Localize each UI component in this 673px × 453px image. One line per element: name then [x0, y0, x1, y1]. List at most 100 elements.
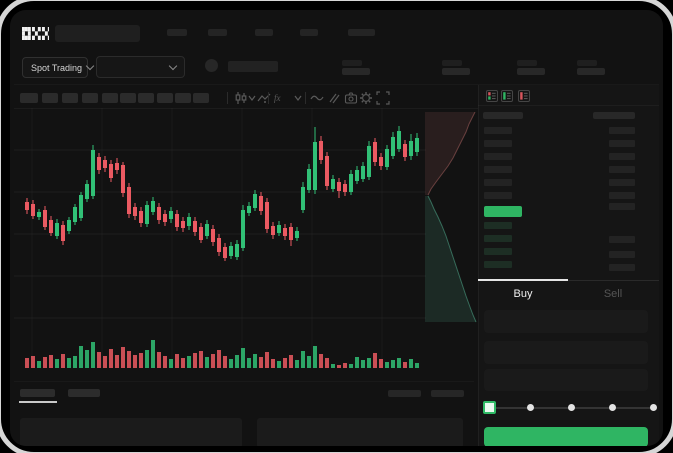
nav-item-placeholder[interactable] — [208, 29, 227, 36]
slider-stop-dot[interactable] — [609, 404, 616, 411]
bottom-panel-placeholder — [257, 418, 463, 446]
chart-type-icon[interactable] — [257, 91, 271, 105]
screen: Spot Trading — [10, 10, 663, 446]
orderbook-bid-row-placeholder[interactable] — [484, 248, 512, 255]
price-input-placeholder[interactable] — [484, 310, 648, 333]
divider — [478, 105, 659, 106]
orderbook-sells-icon[interactable] — [518, 90, 530, 102]
timeframe-button-placeholder[interactable] — [175, 93, 191, 103]
stat-label-placeholder — [577, 60, 597, 66]
candle-style-icon[interactable] — [234, 91, 248, 105]
chevron-down-icon — [168, 61, 178, 70]
orderbook-ask-row-placeholder[interactable] — [484, 166, 512, 173]
divider — [14, 381, 474, 382]
last-price-bar — [484, 206, 522, 217]
stat-label-placeholder — [342, 60, 362, 66]
orderbook-amount-placeholder[interactable] — [609, 236, 635, 243]
orderbook-both-icon[interactable] — [486, 90, 498, 102]
orderbook-bid-row-placeholder[interactable] — [484, 222, 512, 229]
orderbook-col-header — [593, 112, 635, 119]
fullscreen-icon[interactable] — [376, 91, 390, 105]
caret-down-icon[interactable] — [248, 91, 256, 105]
timeframe-button-placeholder[interactable] — [20, 93, 38, 103]
bottom-action-placeholder[interactable] — [388, 390, 421, 397]
orderbook-ask-row-placeholder[interactable] — [484, 179, 512, 186]
orderbook-col-header — [483, 112, 523, 119]
okx-logo — [22, 27, 49, 40]
price-placeholder — [228, 61, 278, 72]
bottom-tab-underline — [19, 401, 57, 403]
toolbar-separator — [305, 92, 306, 104]
camera-icon[interactable] — [344, 91, 358, 105]
depth-chart — [425, 112, 477, 323]
bottom-tab-placeholder[interactable] — [20, 389, 55, 397]
divider — [478, 85, 479, 446]
wave-icon[interactable] — [310, 91, 324, 105]
timeframe-button-placeholder[interactable] — [193, 93, 209, 103]
orderbook-ask-row-placeholder[interactable] — [484, 127, 512, 134]
stat-value-placeholder — [342, 68, 370, 75]
nav-item-placeholder[interactable] — [255, 29, 273, 36]
timeframe-button-placeholder[interactable] — [157, 93, 173, 103]
buy-submit-button[interactable] — [484, 427, 648, 446]
settings-gear-icon[interactable] — [359, 91, 373, 105]
orderbook-ask-row-placeholder[interactable] — [484, 140, 512, 147]
amount-slider-handle[interactable] — [483, 401, 496, 414]
spot-trading-selector[interactable]: Spot Trading — [22, 57, 95, 78]
toolbar-separator — [268, 92, 269, 104]
timeframe-button-placeholder[interactable] — [120, 93, 136, 103]
orderbook-amount-placeholder[interactable] — [609, 153, 635, 160]
orderbook-ask-row-placeholder[interactable] — [484, 153, 512, 160]
timeframe-button-placeholder[interactable] — [42, 93, 58, 103]
buy-tab-underline — [478, 279, 568, 281]
orderbook-bid-row-placeholder[interactable] — [484, 235, 512, 242]
candlestick-chart[interactable] — [14, 108, 426, 370]
slider-stop-dot[interactable] — [527, 404, 534, 411]
total-input-placeholder[interactable] — [484, 369, 648, 391]
nav-item-placeholder[interactable] — [300, 29, 318, 36]
svg-text:fx: fx — [274, 93, 281, 103]
tab-buy[interactable]: Buy — [478, 288, 568, 300]
orderbook-amount-placeholder[interactable] — [609, 127, 635, 134]
timeframe-button-placeholder[interactable] — [82, 93, 98, 103]
nav-item-placeholder[interactable] — [167, 29, 187, 36]
orderbook-ask-row-placeholder[interactable] — [484, 192, 512, 199]
slider-stop-dot[interactable] — [650, 404, 657, 411]
stat-value-placeholder — [577, 68, 605, 75]
sell-tab-label: Sell — [603, 288, 623, 300]
orderbook-amount-placeholder[interactable] — [609, 140, 635, 147]
amount-input-placeholder[interactable] — [484, 341, 648, 364]
bottom-tab-placeholder[interactable] — [68, 389, 100, 397]
slider-stop-dot[interactable] — [568, 404, 575, 411]
orderbook-amount-placeholder[interactable] — [609, 264, 635, 271]
orderbook-amount-placeholder[interactable] — [609, 203, 635, 210]
caret-down-icon[interactable] — [294, 91, 302, 105]
orderbook-amount-placeholder[interactable] — [609, 166, 635, 173]
pair-title-placeholder — [55, 25, 140, 42]
orderbook-amount-placeholder[interactable] — [609, 179, 635, 186]
orderbook-bid-row-placeholder[interactable] — [484, 261, 512, 268]
stat-label-placeholder — [442, 60, 462, 66]
indicator-fx-icon[interactable]: fx — [273, 91, 291, 105]
nav-item-placeholder[interactable] — [348, 29, 375, 36]
stat-value-placeholder — [442, 68, 470, 75]
buy-tab-label: Buy — [513, 288, 533, 300]
orderbook-amount-placeholder[interactable] — [609, 251, 635, 258]
bottom-action-placeholder[interactable] — [431, 390, 464, 397]
orderbook-amount-placeholder[interactable] — [609, 192, 635, 199]
pair-dropdown[interactable] — [96, 56, 185, 78]
orderbook-buys-icon[interactable] — [501, 90, 513, 102]
stat-value-placeholder — [517, 68, 545, 75]
toolbar-separator — [227, 92, 228, 104]
stat-label-placeholder — [517, 60, 537, 66]
timeframe-button-placeholder[interactable] — [138, 93, 154, 103]
timeframe-button-placeholder[interactable] — [102, 93, 118, 103]
chevron-down-icon — [85, 61, 95, 71]
spot-trading-label: Spot Trading — [31, 62, 83, 73]
tab-sell[interactable]: Sell — [568, 288, 658, 300]
compare-icon[interactable] — [327, 91, 341, 105]
divider — [478, 280, 659, 281]
coin-avatar-placeholder — [205, 59, 218, 72]
timeframe-button-placeholder[interactable] — [62, 93, 78, 103]
